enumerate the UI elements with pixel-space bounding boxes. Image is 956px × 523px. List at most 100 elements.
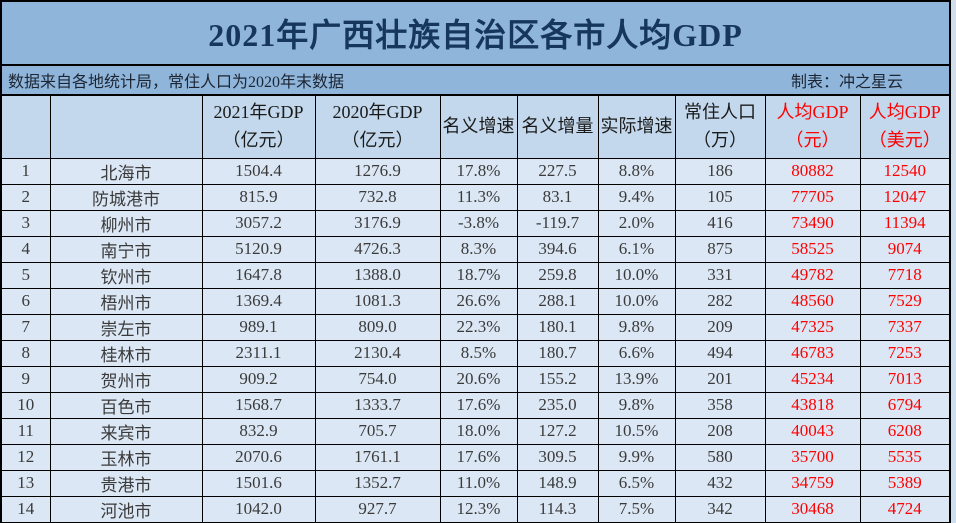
cell-nominal_growth: 18.0% [439,417,518,445]
cell-gdp_2021: 2070.6 [201,443,316,471]
cell-gdp_2021: 1042.0 [201,495,316,522]
cell-rank: 6 [2,287,51,315]
table-row: 13 贵港市 1501.6 1352.7 11.0% 148.9 6.5% 432 34759 5… [2,469,949,497]
table-row: 14 河池市 1042.0 927.7 12.3% 114.3 7.5% 342 30468 47… [2,495,949,522]
cell-real_growth: 6.1% [597,235,676,263]
cell-rank: 4 [2,235,51,263]
cell-rank: 10 [2,391,51,419]
cell-nominal_increase: 288.1 [516,287,599,315]
cell-gdp_per_capita_usd: 4724 [859,495,949,522]
cell-nominal_increase: 259.8 [516,261,599,289]
column-header-nominal-growth: 名义增速 [439,96,518,159]
cell-population: 494 [674,339,766,367]
cell-nominal_growth: 17.8% [439,157,518,185]
cell-gdp_2020: 809.0 [314,313,441,341]
cell-nominal_growth: 22.3% [439,313,518,341]
cell-gdp_2020: 1276.9 [314,157,441,185]
cell-nominal_increase: -119.7 [516,209,599,237]
column-header-nominal-increase: 名义增量 [516,96,599,159]
cell-nominal_growth: 20.6% [439,365,518,393]
cell-nominal_increase: 83.1 [516,183,599,211]
cell-nominal_increase: 309.5 [516,443,599,471]
cell-city: 贵港市 [49,469,203,497]
cell-city: 百色市 [49,391,203,419]
cell-city: 南宁市 [49,235,203,263]
cell-rank: 9 [2,365,51,393]
cell-nominal_growth: 17.6% [439,443,518,471]
cell-city: 北海市 [49,157,203,185]
cell-gdp_per_capita_usd: 9074 [859,235,949,263]
cell-rank: 14 [2,495,51,522]
cell-gdp_per_capita_usd: 7529 [859,287,949,315]
cell-gdp_2020: 754.0 [314,365,441,393]
cell-real_growth: 13.9% [597,365,676,393]
cell-nominal_growth: 11.3% [439,183,518,211]
cell-gdp_per_capita_usd: 7253 [859,339,949,367]
cell-nominal_increase: 235.0 [516,391,599,419]
cell-nominal_growth: 11.0% [439,469,518,497]
cell-gdp_per_capita_cny: 46783 [764,339,861,367]
cell-gdp_2021: 1369.4 [201,287,316,315]
cell-rank: 5 [2,261,51,289]
cell-gdp_2021: 3057.2 [201,209,316,237]
cell-population: 209 [674,313,766,341]
cell-nominal_growth: 18.7% [439,261,518,289]
cell-nominal_increase: 114.3 [516,495,599,522]
cell-nominal_increase: 180.7 [516,339,599,367]
cell-real_growth: 6.6% [597,339,676,367]
cell-population: 342 [674,495,766,522]
cell-city: 河池市 [49,495,203,522]
cell-gdp_per_capita_usd: 6208 [859,417,949,445]
credit-note: 制表：冲之星云 [790,74,903,91]
cell-city: 防城港市 [49,183,203,211]
cell-rank: 1 [2,157,51,185]
cell-gdp_2021: 5120.9 [201,235,316,263]
cell-rank: 3 [2,209,51,237]
cell-city: 钦州市 [49,261,203,289]
cell-gdp_per_capita_usd: 7718 [859,261,949,289]
cell-gdp_per_capita_cny: 30468 [764,495,861,522]
cell-population: 208 [674,417,766,445]
cell-nominal_increase: 148.9 [516,469,599,497]
cell-gdp_2021: 2311.1 [201,339,316,367]
cell-nominal_increase: 180.1 [516,313,599,341]
cell-rank: 8 [2,339,51,367]
cell-population: 282 [674,287,766,315]
table-row: 11 来宾市 832.9 705.7 18.0% 127.2 10.5% 208 40043 62… [2,417,949,445]
cell-population: 186 [674,157,766,185]
cell-gdp_2020: 705.7 [314,417,441,445]
table-row: 2 防城港市 815.9 732.8 11.3% 83.1 9.4% 105 77705 1204… [2,183,949,211]
cell-gdp_2021: 1501.6 [201,469,316,497]
cell-nominal_increase: 394.6 [516,235,599,263]
cell-gdp_2020: 1333.7 [314,391,441,419]
header-row: 2021年GDP （亿元） 2020年GDP （亿元） 名义增速 名义增量 实际… [2,96,949,159]
cell-population: 580 [674,443,766,471]
cell-gdp_2021: 832.9 [201,417,316,445]
cell-population: 358 [674,391,766,419]
cell-population: 875 [674,235,766,263]
cell-real_growth: 9.9% [597,443,676,471]
cell-city: 崇左市 [49,313,203,341]
cell-gdp_2021: 1647.8 [201,261,316,289]
cell-population: 105 [674,183,766,211]
cell-real_growth: 9.4% [597,183,676,211]
cell-gdp_2020: 1761.1 [314,443,441,471]
cell-city: 柳州市 [49,209,203,237]
cell-nominal_increase: 127.2 [516,417,599,445]
cell-gdp_2020: 1081.3 [314,287,441,315]
table-row: 4 南宁市 5120.9 4726.3 8.3% 394.6 6.1% 875 58525 907… [2,235,949,263]
table-row: 12 玉林市 2070.6 1761.1 17.6% 309.5 9.9% 580 35700 5… [2,443,949,471]
column-header-gdp-per-capita-usd: 人均GDP （美元） [859,96,949,159]
cell-gdp_2020: 1352.7 [314,469,441,497]
cell-gdp_2020: 927.7 [314,495,441,522]
column-header-gdp-per-capita-cny: 人均GDP （元） [764,96,861,159]
cell-population: 432 [674,469,766,497]
cell-gdp_per_capita_cny: 45234 [764,365,861,393]
cell-gdp_per_capita_usd: 7013 [859,365,949,393]
page-title: 2021年广西壮族自治区各市人均GDP [2,2,949,66]
cell-real_growth: 10.0% [597,261,676,289]
cell-nominal_increase: 155.2 [516,365,599,393]
cell-gdp_2021: 1504.4 [201,157,316,185]
cell-nominal_growth: -3.8% [439,209,518,237]
